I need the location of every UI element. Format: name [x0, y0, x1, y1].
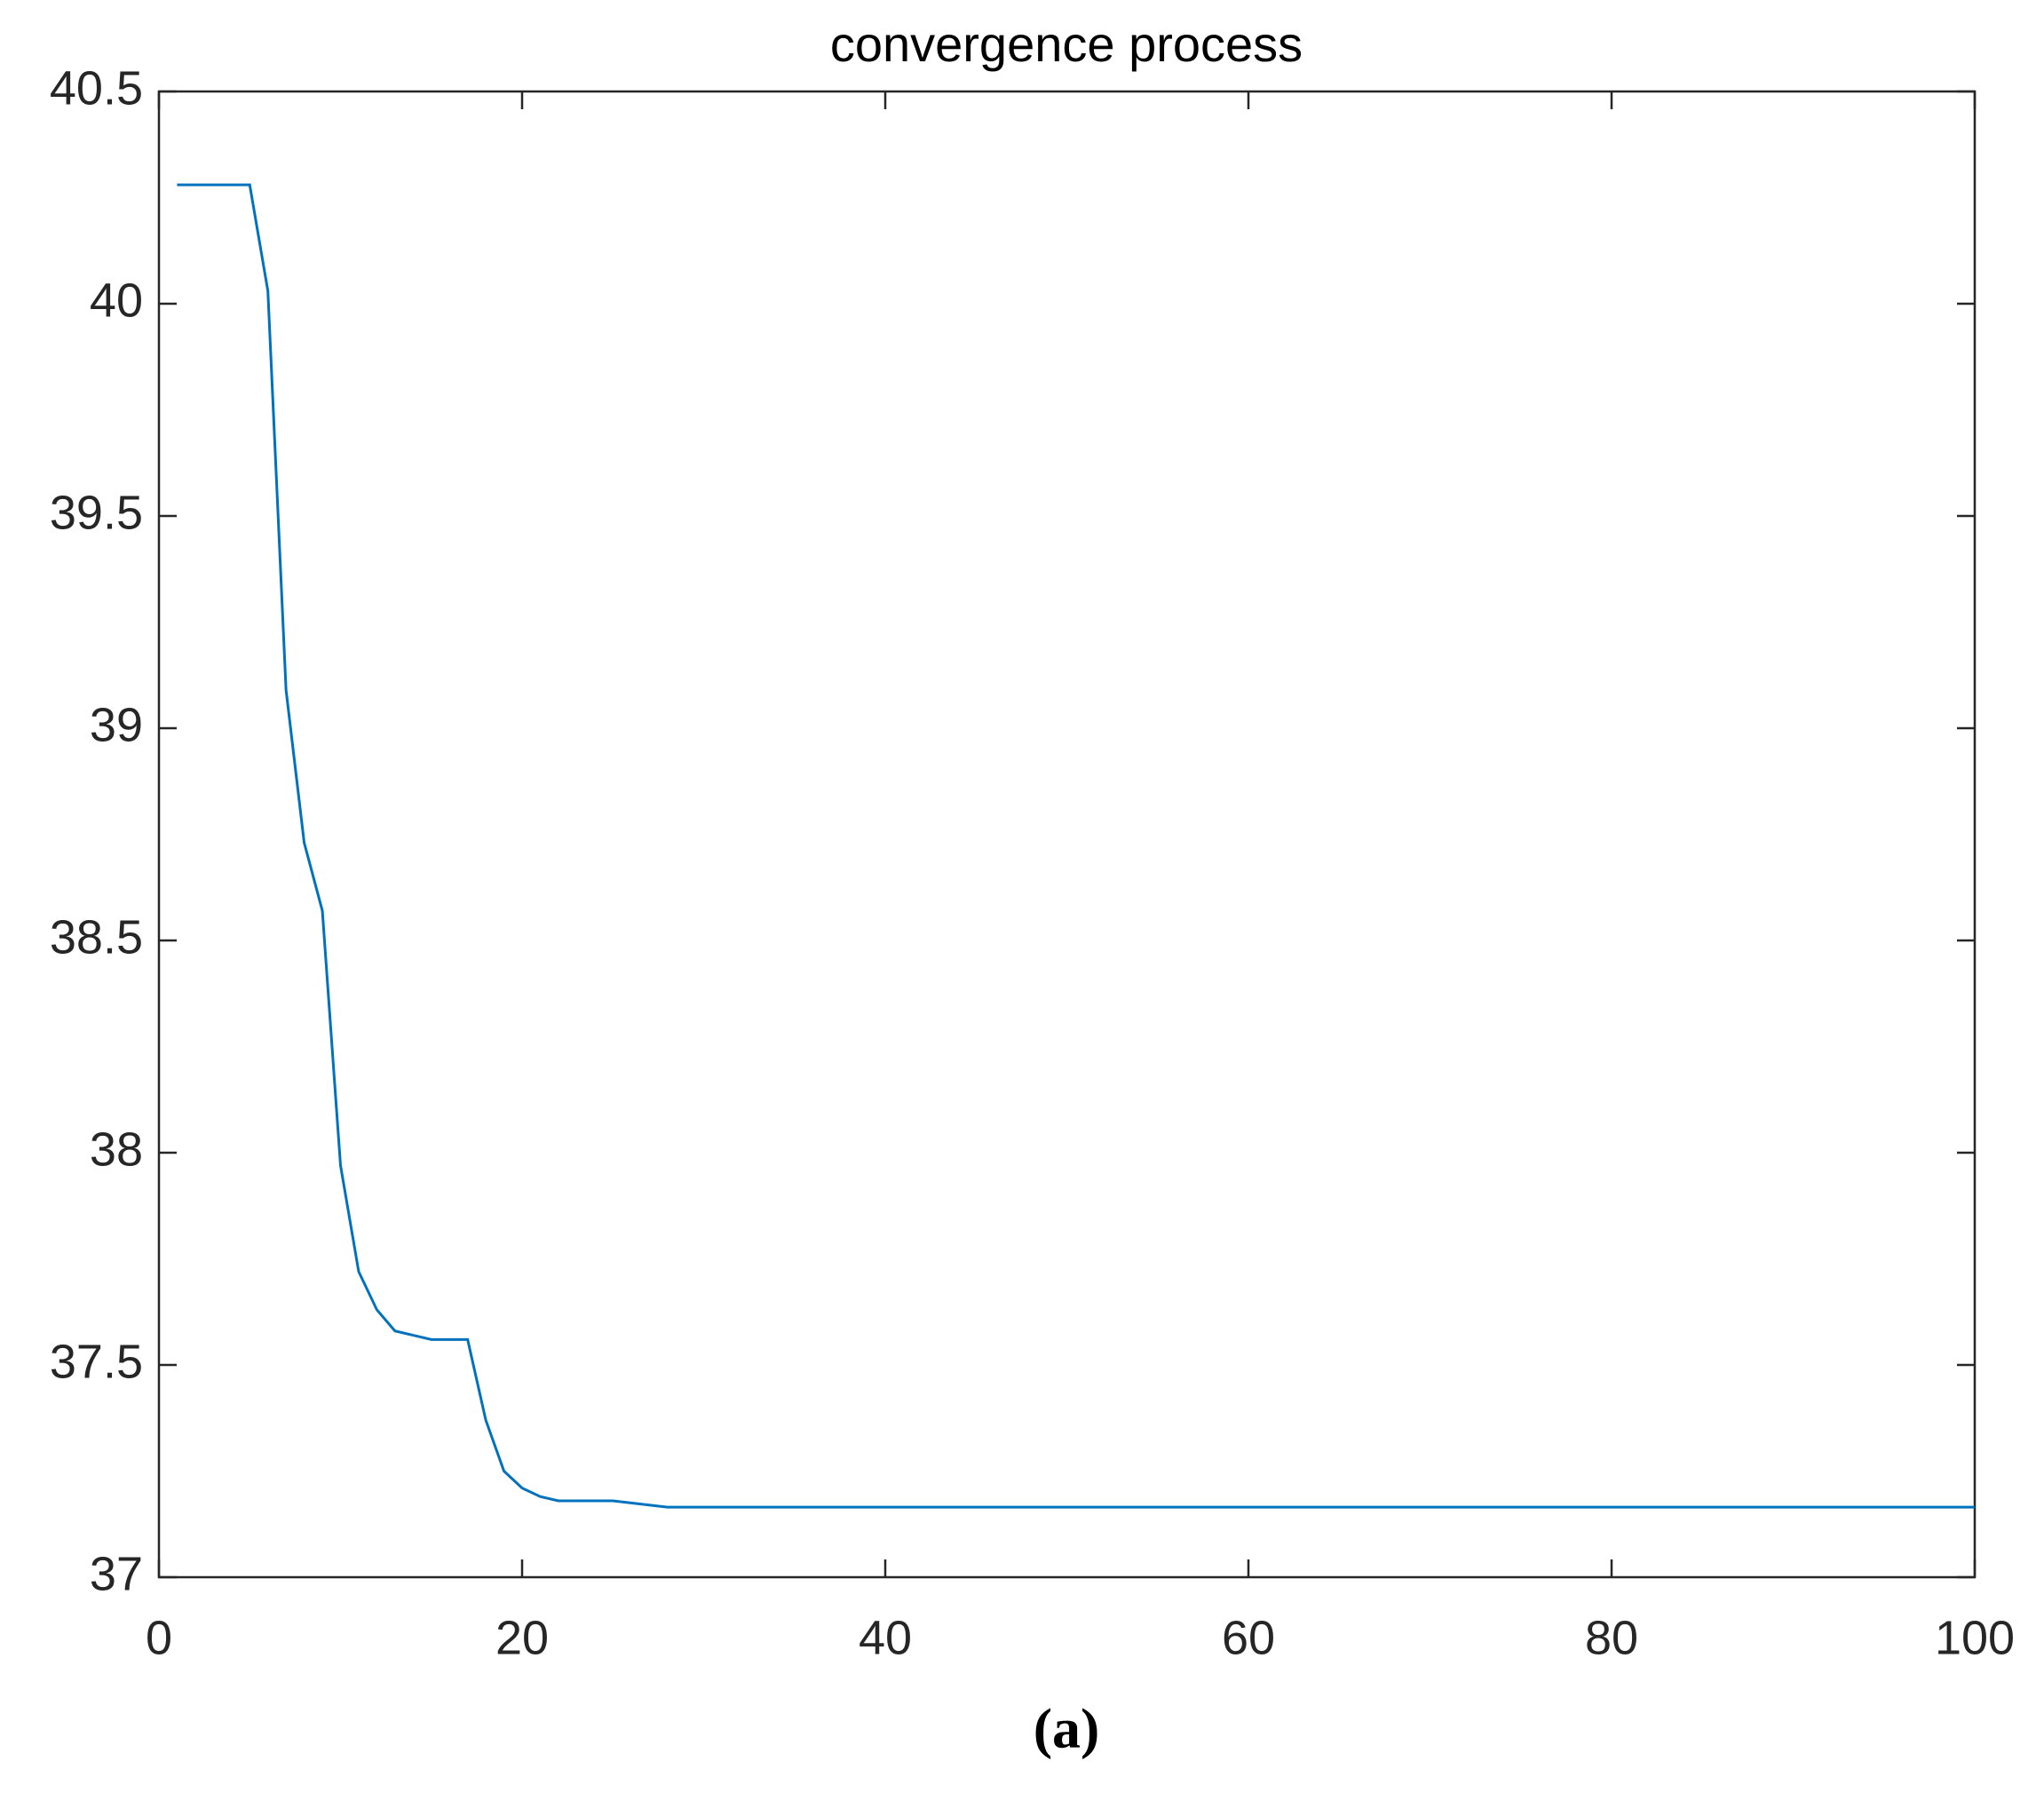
chart-title: convergence process [830, 16, 1303, 72]
x-tick-label: 80 [1585, 1611, 1638, 1664]
y-tick-label: 37 [90, 1547, 143, 1600]
y-tick-label: 40 [90, 274, 143, 327]
caption: (a) [1034, 1697, 1100, 1760]
y-tick-label: 38 [90, 1123, 143, 1176]
y-tick-label: 37.5 [50, 1335, 143, 1388]
x-tick-label: 100 [1935, 1611, 2015, 1664]
y-tick-label: 39 [90, 698, 143, 751]
y-tick-label: 40.5 [50, 61, 143, 115]
y-tick-label: 39.5 [50, 486, 143, 539]
line-series [177, 183, 1975, 1509]
x-tick-label: 40 [859, 1611, 912, 1664]
plot-frame [157, 90, 1977, 1579]
x-tick-label: 60 [1222, 1611, 1275, 1664]
y-tick-label: 38.5 [50, 910, 143, 964]
x-tick-label: 0 [146, 1611, 172, 1664]
x-tick-label: 20 [495, 1611, 549, 1664]
